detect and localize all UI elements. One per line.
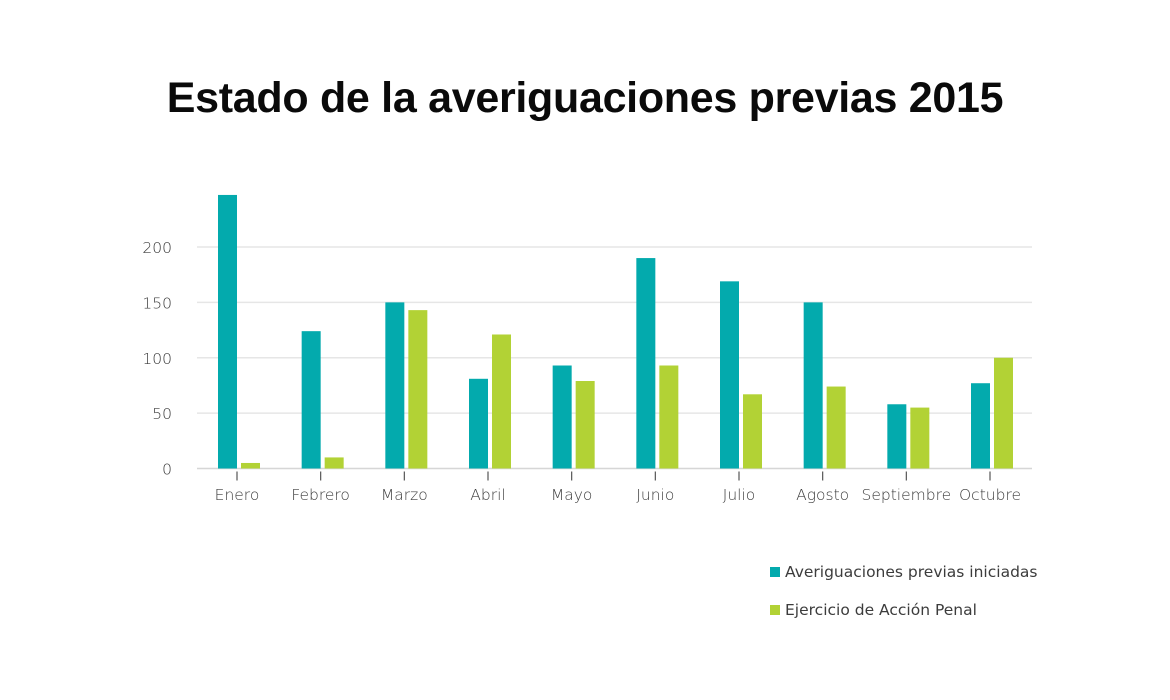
x-tick-label: Marzo [381,486,428,504]
x-tick-label: Julio [723,486,756,504]
bar-ejercicio-octubre [994,357,1013,469]
x-tick-label: Mayo [551,486,593,504]
x-tick-label: Abril [470,486,505,504]
x-tick-label: Octubre [959,486,1021,504]
x-tick-label: Septiembre [862,486,952,504]
bar-averiguaciones-abril [469,378,488,469]
x-tick-label: Febrero [291,486,350,504]
legend-swatch-teal [770,567,780,577]
legend-label: Ejercicio de Acción Penal [785,601,977,619]
y-tick-label: 50 [152,405,172,423]
y-tick-label: 200 [142,239,172,257]
bar-averiguaciones-octubre [971,383,990,469]
bar-averiguaciones-enero [218,194,237,469]
bar-averiguaciones-junio [636,258,656,469]
gridlines [197,246,1032,470]
bar-ejercicio-febrero [324,457,344,469]
bar-averiguaciones-febrero [301,331,321,469]
y-axis-tick-labels: 0 50 100 150 200 [142,239,172,479]
bar-averiguaciones-marzo [385,302,405,469]
legend-label: Averiguaciones previas iniciadas [785,563,1038,581]
bar-ejercicio-enero [241,462,260,469]
x-tick-label: Enero [215,486,260,504]
bar-averiguaciones-agosto [803,302,823,469]
bar-ejercicio-junio [659,365,679,469]
bar-ejercicio-agosto [826,386,846,469]
bars [218,194,1013,469]
legend-item-series-1: Averiguaciones previas iniciadas [770,563,1037,581]
bar-ejercicio-mayo [575,381,595,469]
x-tick-label: Junio [636,486,674,504]
x-tick-label: Agosto [796,486,849,504]
y-tick-label: 100 [142,350,172,368]
y-tick-label: 0 [162,461,172,479]
bar-ejercicio-marzo [408,310,428,469]
bar-averiguaciones-septiembre [887,404,907,469]
bar-ejercicio-septiembre [910,407,930,469]
legend-swatch-green [770,605,780,615]
bar-ejercicio-abril [492,334,511,469]
x-axis: Enero Febrero Marzo Abril Mayo Junio Julio Agos… [215,471,1021,504]
y-tick-label: 150 [142,294,172,312]
bar-ejercicio-julio [743,394,762,469]
bar-averiguaciones-mayo [552,365,572,469]
bar-averiguaciones-julio [720,281,739,469]
chart-title: Estado de la averiguaciones previas 2015 [166,74,1004,122]
legend-item-series-2: Ejercicio de Acción Penal [770,601,977,619]
